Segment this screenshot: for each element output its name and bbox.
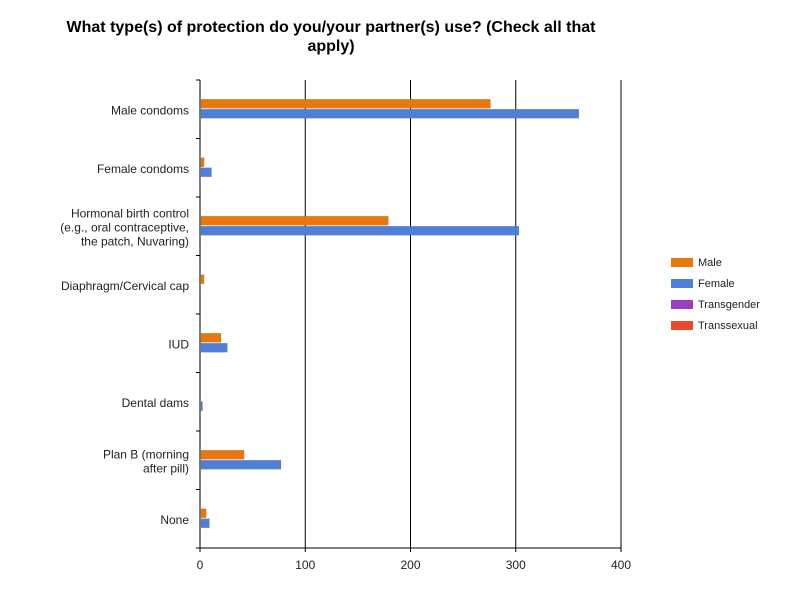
- x-tick-label: 400: [611, 558, 631, 572]
- bar-male: [200, 508, 207, 518]
- bar-male: [200, 99, 491, 109]
- category-label: Female condoms: [97, 162, 189, 176]
- category-label: IUD: [168, 337, 189, 351]
- bars: [200, 99, 580, 528]
- category-label: Plan B (morning: [103, 447, 189, 461]
- category-label: Diaphragm/Cervical cap: [61, 279, 189, 293]
- gridlines: [304, 80, 622, 548]
- x-tick-label: 0: [197, 558, 204, 572]
- category-label: (e.g., oral contraceptive,: [60, 220, 189, 234]
- legend-label: Male: [698, 257, 722, 269]
- x-tick-labels: 0 100 200 300 400: [197, 558, 632, 572]
- legend-label: Female: [698, 278, 735, 290]
- bar-male: [200, 157, 205, 167]
- category-label: after pill): [143, 461, 189, 475]
- x-tick-label: 100: [295, 558, 315, 572]
- bar-male: [200, 216, 389, 226]
- bar-female: [200, 226, 520, 236]
- chart-title-line: apply): [307, 38, 354, 55]
- x-tick-label: 200: [400, 558, 420, 572]
- legend-swatch: [671, 321, 693, 330]
- bar-female: [200, 518, 210, 528]
- legend-swatch: [671, 258, 693, 267]
- bar-female: [200, 401, 203, 411]
- legend-swatch: [671, 279, 693, 288]
- legend-swatch: [671, 300, 693, 309]
- bar-male: [200, 333, 222, 343]
- bar-female: [200, 167, 212, 177]
- legend-label: Transsexual: [698, 320, 758, 332]
- bar-male: [200, 450, 245, 460]
- bar-female: [200, 460, 282, 470]
- bar-female: [200, 343, 228, 353]
- bar-male: [200, 274, 205, 284]
- category-label: None: [160, 513, 189, 527]
- category-label: Male condoms: [111, 103, 189, 117]
- chart-title: What type(s) of protection do you/your p…: [67, 19, 597, 55]
- chart-title-line: What type(s) of protection do you/your p…: [67, 19, 597, 36]
- x-tick-label: 300: [506, 558, 526, 572]
- category-label: the patch, Nuvaring): [81, 234, 189, 248]
- legend: Male Female Transgender Transsexual: [671, 257, 760, 332]
- category-label: Hormonal birth control: [71, 206, 189, 220]
- category-label: Dental dams: [122, 396, 189, 410]
- bar-female: [200, 109, 580, 119]
- axes: [196, 79, 622, 552]
- category-labels: Male condoms Female condoms Hormonal birth…: [60, 103, 189, 527]
- legend-label: Transgender: [698, 299, 760, 311]
